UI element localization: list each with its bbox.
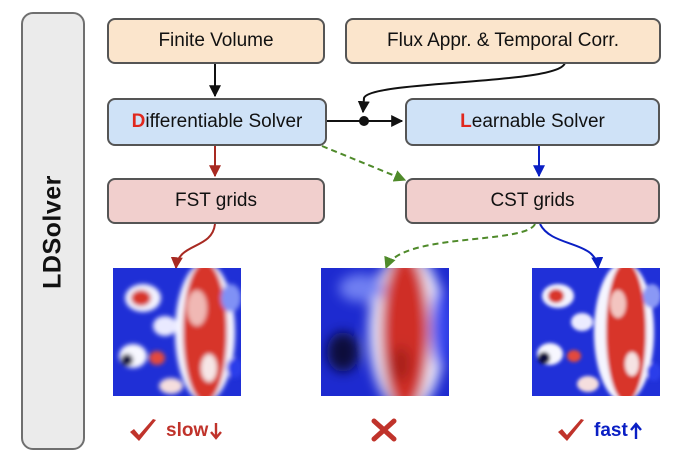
ldsolver-panel — [21, 12, 85, 450]
fine-field-image — [532, 268, 660, 396]
flux-label: Flux Appr. & Temporal Corr. — [387, 30, 619, 51]
finite-volume-label: Finite Volume — [158, 30, 274, 51]
arrow-cst-to-field-dashed — [384, 223, 536, 270]
junction-dot — [359, 116, 369, 126]
arrow-up-icon — [629, 421, 642, 441]
arrow-fst-to-field — [170, 223, 216, 270]
cst-grids-box: CST grids — [405, 178, 660, 224]
differentiable-solver-box: Differentiable Solver — [107, 98, 327, 146]
result-slow: slow — [128, 418, 223, 444]
differentiable-solver-label: Differentiable Solver — [131, 111, 303, 132]
slow-label: slow — [166, 420, 209, 441]
cst-grids-label: CST grids — [490, 190, 575, 211]
result-fast: fast — [556, 418, 642, 444]
flux-box: Flux Appr. & Temporal Corr. — [345, 18, 661, 64]
fst-field-image — [113, 268, 241, 396]
arrow-diff-to-cst-dashed — [321, 145, 407, 182]
checkmark-icon — [128, 418, 158, 444]
arrow-flux-to-merge — [357, 61, 566, 114]
result-fail — [371, 418, 397, 442]
cross-icon — [371, 418, 397, 442]
fst-grids-box: FST grids — [107, 178, 325, 224]
cst-field-image — [321, 268, 449, 396]
arrow-cst-to-fine-field — [539, 223, 604, 270]
fst-grids-label: FST grids — [174, 190, 257, 211]
arrow-down-icon — [210, 421, 223, 441]
learnable-solver-box: Learnable Solver — [405, 98, 660, 146]
fast-label: fast — [594, 420, 628, 441]
finite-volume-box: Finite Volume — [107, 18, 325, 64]
learnable-solver-label: Learnable Solver — [460, 111, 605, 132]
checkmark-icon — [556, 418, 586, 444]
